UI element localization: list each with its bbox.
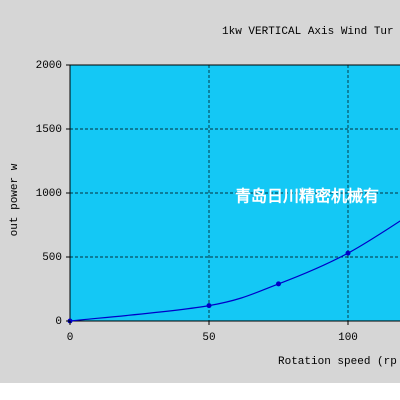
- data-point: [345, 250, 351, 256]
- y-tick-label: 1000: [36, 188, 62, 200]
- y-tick-label: 2000: [36, 60, 62, 72]
- y-tick-label: 0: [55, 316, 62, 328]
- y-tick-label: 1500: [36, 124, 62, 136]
- x-tick-label: 50: [202, 332, 215, 344]
- y-axis-label: out power w: [9, 163, 21, 236]
- x-tick-label: 100: [338, 332, 358, 344]
- data-point: [206, 303, 212, 309]
- x-axis-label: Rotation speed (rp: [278, 356, 397, 368]
- y-tick-label: 500: [42, 252, 62, 264]
- data-point: [276, 281, 281, 287]
- x-tick-label: 0: [67, 332, 74, 344]
- watermark: 青岛日川精密机械有: [235, 187, 379, 206]
- chart-title: 1kw VERTICAL Axis Wind Tur: [222, 26, 394, 38]
